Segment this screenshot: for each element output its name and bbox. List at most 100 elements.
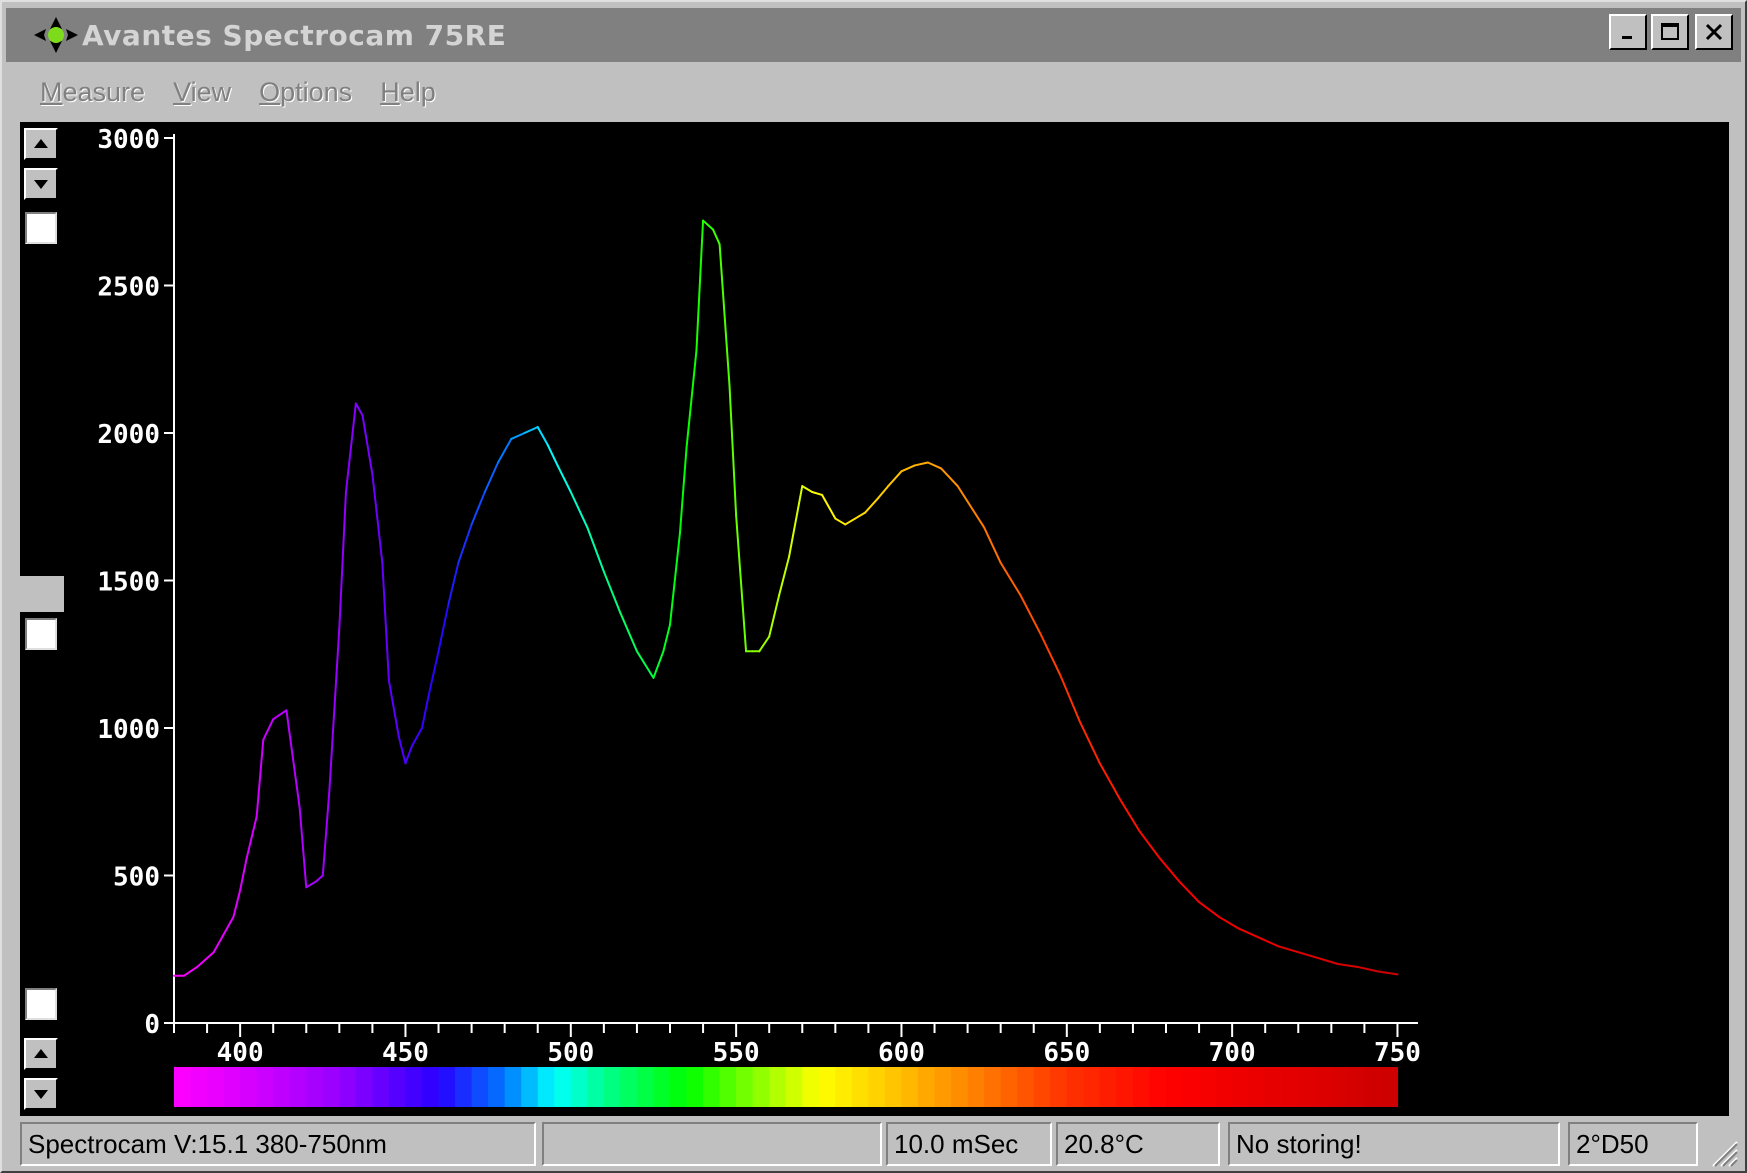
spectrum-line-segment [381,561,390,682]
color-bar-segment [934,1067,952,1107]
spectrum-line-segment [969,505,986,529]
menu-view[interactable]: View [173,76,232,107]
color-bar-segment [306,1067,324,1107]
spectrum-line-segment [685,349,698,449]
spectrum-line-segment [983,526,1002,564]
title-bar[interactable]: Avantes Spectrocam 75RE [6,8,1741,62]
spectrum-chart: 0 500 1000 1500 2000 2500 3000 400 450 500 550 600 6… [97,125,1421,1107]
marker-slider-thumb[interactable] [20,576,64,612]
spectrum-line-segment [854,511,867,520]
spectrum-line-segment [239,856,248,892]
color-bar-segment [438,1067,456,1107]
minimize-button[interactable] [1609,14,1647,50]
color-bar-segment [1199,1067,1217,1107]
close-button[interactable] [1695,14,1733,50]
spectrum-line-segment [821,493,837,520]
color-bar-segment [603,1067,621,1107]
status-illuminant: 2°D50 [1568,1122,1698,1166]
spectrum-line-segment [801,485,814,493]
color-bar-segment [1281,1067,1299,1107]
spectrum-line-segment [305,880,318,889]
color-bar-segment [1232,1067,1250,1107]
y-scale-down-button[interactable] [24,168,58,200]
spectrum-line-segment [328,626,341,791]
color-bar-segment [422,1067,440,1107]
spectrum-line-segment [421,694,430,729]
y-scale-up-button[interactable] [24,128,58,160]
spectrum-line-segment [1059,673,1082,724]
y-tick-label: 2000 [97,420,160,450]
spectrum-line-segment [669,532,681,626]
color-bar-segment [240,1067,258,1107]
spectrum-line-segment [569,491,589,529]
spectrum-line-segment [768,594,781,638]
color-bar-segment [653,1067,671,1107]
window-controls [1609,14,1733,50]
spectrocam-app-icon [34,17,78,53]
spectrum-line-segment [470,491,486,526]
color-bar-segment [1347,1067,1365,1107]
spectrum-line-segment [662,623,671,653]
x-tick-label: 700 [1209,1038,1256,1068]
x-tick-label: 600 [878,1038,925,1068]
color-bar-segment [537,1067,555,1107]
color-bar-segment [1364,1067,1382,1107]
spectrum-line-segment [361,414,374,476]
spectrum-line-segment [196,951,215,968]
spectrum-line-segment [556,464,572,493]
color-bar-segment [1099,1067,1117,1107]
color-bar-segment [901,1067,919,1107]
spectrum-line-segment [999,561,1022,597]
spectrum-line-segment [1317,957,1339,965]
middle-checkbox[interactable] [25,618,57,650]
color-bar-segment [587,1067,605,1107]
spectrum-line-segment [1039,632,1062,676]
spectrum-line-segment [1257,936,1280,948]
color-bar-segment [554,1067,572,1107]
color-bar-segment [884,1067,903,1107]
spectrum-line-segment [619,611,638,653]
menu-measure[interactable]: Measure [40,76,146,107]
color-bar-segment [207,1067,225,1107]
spectrum-line-segment [222,915,235,936]
x-tick-label: 650 [1043,1038,1090,1068]
spectrum-line-segment [1336,963,1359,968]
spectrum-line-segment [298,806,308,889]
maximize-button[interactable] [1651,14,1689,50]
color-bar-segment [703,1067,721,1107]
resize-grip-icon[interactable] [1705,1134,1739,1168]
color-bar-segment [1083,1067,1101,1107]
spectrum-line-segment [371,473,384,564]
color-bar-segment [521,1067,539,1107]
color-bar-segment [1149,1067,1167,1107]
spectrum-line-segment [437,603,450,653]
spectrum-line-segment [245,815,258,859]
spectrum-line-segment [1376,970,1399,976]
y-tick-label: 500 [113,863,160,893]
spectrum-line-segment [262,718,275,741]
top-checkbox[interactable] [25,212,57,244]
color-bar-segment [785,1067,803,1107]
status-empty-panel [542,1122,882,1166]
spectrum-line-segment [397,735,407,765]
menu-options[interactable]: Options [259,76,353,107]
color-bar-segment [736,1067,754,1107]
spectrum-line-segment [758,635,771,653]
bottom-checkbox[interactable] [25,988,57,1020]
y-tick-label: 3000 [97,125,160,155]
color-bar-segment [636,1067,655,1107]
spectrum-line-segment [321,788,331,877]
color-bar-segment [1017,1067,1035,1107]
minimize-icon [1622,36,1632,39]
color-bar-segment [769,1067,787,1107]
spectrum-line-segment [887,470,903,488]
color-bar-segment [174,1067,192,1107]
close-icon [1705,23,1723,41]
spectrum-line-segment [1217,915,1240,930]
color-bar-segment [455,1067,473,1107]
offset-up-button[interactable] [24,1038,58,1070]
scroll-up-arrow-icon [34,1049,48,1058]
offset-down-button[interactable] [24,1078,58,1110]
menu-help[interactable]: Help [380,76,436,107]
color-bar-segment [488,1067,506,1107]
